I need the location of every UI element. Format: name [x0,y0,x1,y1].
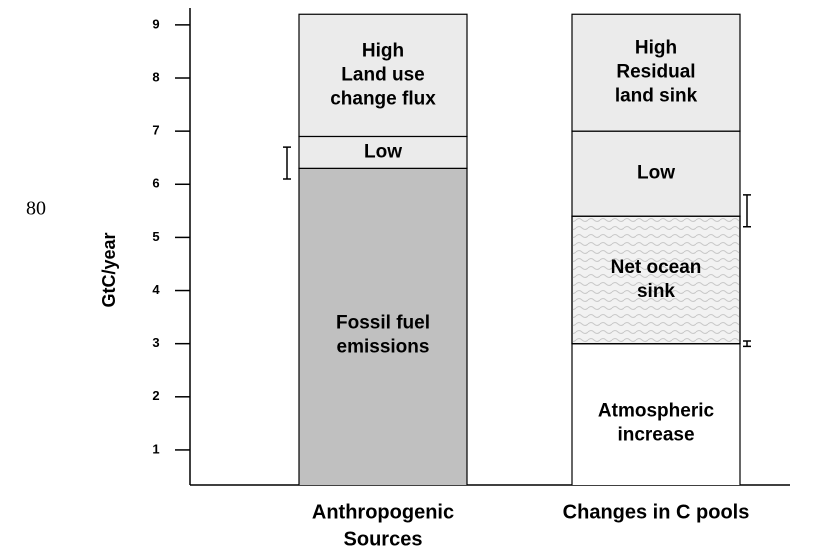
error-bar [283,146,291,180]
segment-label: Low [364,141,402,162]
x-tick-label: Anthropogenic [312,501,454,523]
y-tick-label: 2 [152,388,159,403]
segment-label: High [362,40,404,61]
segment-label: Net ocean [611,257,702,278]
y-tick-label: 3 [152,335,159,350]
bar-segment [571,13,741,132]
y-tick-label: 9 [152,16,159,31]
y-tick-label: 1 [152,441,159,456]
segment-label: emissions [337,337,430,358]
bar-segment [571,130,741,217]
y-tick-label: 7 [152,123,159,138]
segment-pattern [571,215,741,345]
segment-label: Fossil fuel [336,313,430,334]
error-bar [743,194,751,228]
bar-segment [571,343,741,485]
y-axis-label: GtC/year [99,232,119,307]
bar-segment [298,135,468,169]
segment-label: increase [617,424,694,445]
segment-label: change flux [330,88,436,109]
annotation: 80 [26,198,46,220]
segment-label: sink [637,281,675,302]
x-tick-label: Changes in C pools [563,501,750,523]
error-bar [743,340,751,348]
segment-label: Atmospheric [598,400,715,421]
bar-segment [298,167,468,485]
segment-label: High [635,38,677,59]
y-tick-label: 5 [152,229,159,244]
segment-label: land sink [615,86,698,107]
segment-label: Land use [341,64,424,85]
y-tick-label: 6 [152,176,159,191]
bars [298,13,741,485]
bar-segment [298,13,468,138]
segment-label: Low [637,163,675,184]
x-tick-label: Sources [344,528,423,550]
y-tick-label: 4 [152,282,160,297]
y-tick-label: 8 [152,69,159,84]
segment-label: Residual [616,62,695,83]
